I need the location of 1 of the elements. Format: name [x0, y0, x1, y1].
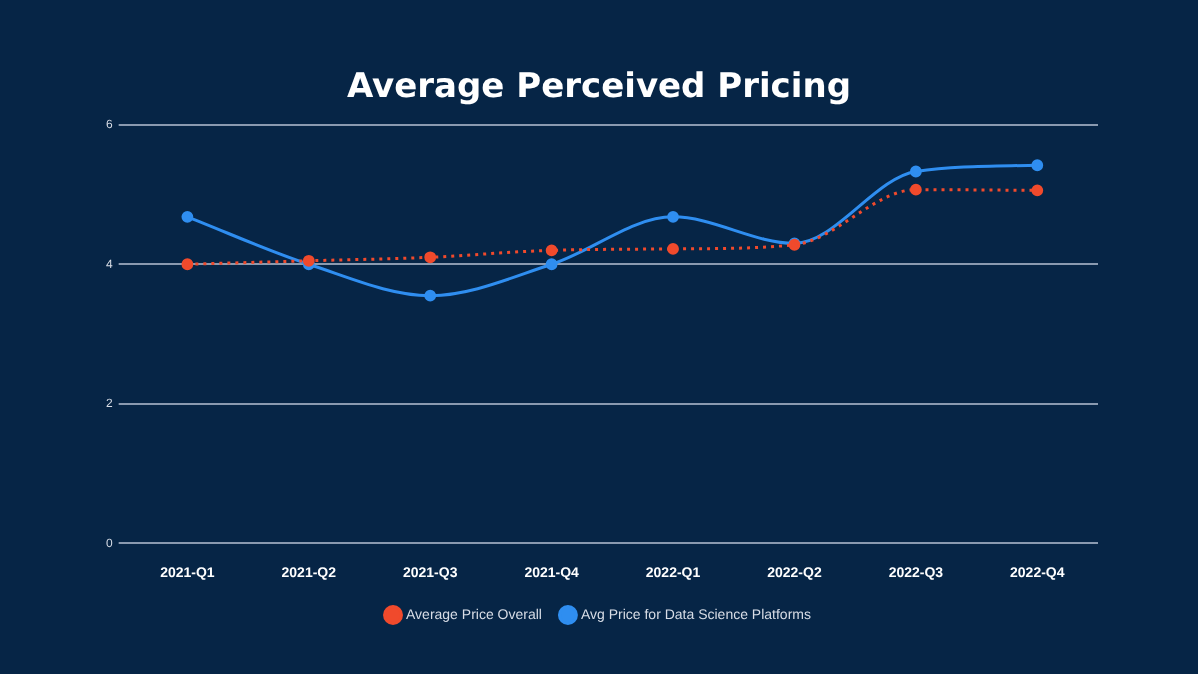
chart-title: Average Perceived Pricing: [347, 67, 851, 108]
